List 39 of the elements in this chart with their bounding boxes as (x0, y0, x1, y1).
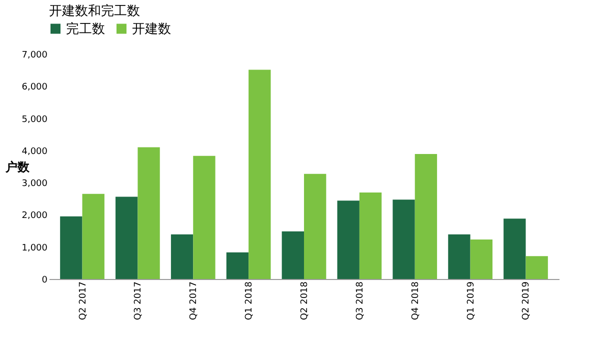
x-tick-label: Q2 2019 (522, 281, 532, 320)
bar (504, 218, 526, 279)
legend-label: 完工数 (66, 20, 105, 37)
y-tick-label: 6,000 (22, 82, 48, 93)
bar (526, 256, 548, 279)
y-tick-label: 7,000 (22, 50, 48, 60)
bar (193, 156, 216, 279)
y-tick-label: 2,000 (22, 211, 48, 222)
y-tick-label: 5,000 (22, 114, 48, 125)
bar (138, 147, 160, 279)
legend-label: 开建数 (132, 22, 171, 37)
bar (282, 231, 304, 279)
bar (248, 70, 271, 279)
bar (337, 200, 360, 279)
x-tick-label: Q3 2018 (355, 281, 366, 320)
y-tick-label: 3,000 (22, 179, 48, 190)
x-tick-label: Q2 2018 (300, 281, 310, 320)
bar (116, 196, 138, 279)
y-axis-title: 户数 (4, 160, 31, 174)
x-tick-label: Q2 2017 (78, 282, 88, 320)
x-tick-label: Q4 2018 (410, 281, 421, 320)
x-tick-label: Q1 2019 (466, 281, 476, 320)
x-tick-label: Q4 2017 (189, 282, 200, 320)
x-tick-label: Q3 2017 (134, 282, 144, 320)
chart-title: 开建数和完工数 (49, 3, 140, 19)
bar (448, 234, 470, 279)
bar (359, 192, 382, 279)
bar (392, 200, 415, 279)
y-tick-label: 4,000 (22, 146, 48, 157)
y-tick-label: 1,000 (22, 243, 48, 254)
bar (82, 194, 104, 279)
bar (414, 154, 438, 279)
x-tick-label: Q1 2018 (244, 281, 255, 320)
bar (170, 234, 194, 279)
bar (60, 216, 82, 279)
y-tick-label: 0 (42, 276, 48, 286)
bar (226, 252, 249, 279)
bar (304, 174, 326, 279)
bar (470, 239, 492, 279)
